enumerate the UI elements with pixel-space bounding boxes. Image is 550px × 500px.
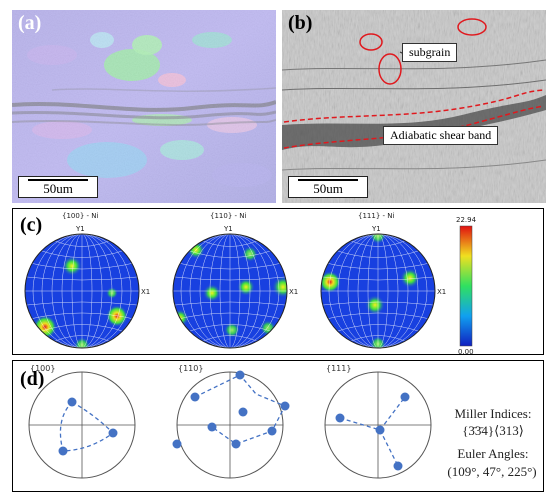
pole-figure-110 <box>172 233 288 349</box>
pole-point <box>58 446 68 456</box>
pole-point <box>235 370 245 380</box>
shear-band-annotation: Adiabatic shear band <box>383 126 499 145</box>
colorbar-min-label: 0.00 <box>458 348 474 356</box>
shear-band-outline-top <box>283 89 545 123</box>
miller-indices-label: Miller Indices: <box>454 406 532 421</box>
schematic-panel <box>12 360 544 492</box>
miller-indices-value: {3̄3̄4}⟨313⟩ <box>462 423 524 438</box>
panel-b-scale-bar: 50um <box>288 176 368 198</box>
y-axis-label-1: Y1 <box>76 225 85 233</box>
schematic-title-2: {110} <box>178 364 204 373</box>
y-axis-label-3: Y1 <box>372 225 381 233</box>
pole-figure-100 <box>24 233 140 349</box>
pole-point <box>238 407 248 417</box>
pole-figure-title-3: {111} - Ni <box>358 212 395 220</box>
sem-graphic <box>282 10 546 203</box>
pole-figure-title-1: {100} - Ni <box>62 212 99 220</box>
pole-point <box>375 425 385 435</box>
pole-figure-title-2: {110} - Ni <box>210 212 247 220</box>
panel-b-scale-text: 50um <box>313 181 343 196</box>
schematic-title-1: {100} <box>30 364 56 373</box>
x-axis-label-2: X1 <box>289 288 299 296</box>
pole-point <box>67 397 77 407</box>
pole-point <box>231 439 241 449</box>
pole-point <box>190 392 200 402</box>
ebsd-map-graphic <box>12 10 276 203</box>
euler-angles-value: (109°, 47°, 225°) <box>447 464 537 479</box>
y-axis-label-2: Y1 <box>224 225 233 233</box>
subgrain-circle-3 <box>457 18 487 36</box>
panel-b-label: (b) <box>288 12 313 34</box>
panel-c-label: (c) <box>20 214 43 236</box>
subgrain-annotation: subgrain <box>402 43 458 62</box>
panel-a-scale-text: 50um <box>43 181 73 196</box>
pole-point <box>172 439 182 449</box>
pole-point <box>207 422 217 432</box>
intensity-colorbar <box>459 225 473 347</box>
colorbar-max-label: 22.94 <box>456 216 477 224</box>
pole-point <box>280 401 290 411</box>
pole-figure-panel <box>12 208 544 355</box>
pole-point <box>393 461 403 471</box>
subgrain-circle-1 <box>359 33 383 51</box>
scale-bar-line <box>28 179 88 181</box>
pole-point <box>108 428 118 438</box>
schematic-plot-111 <box>324 371 432 479</box>
panel-d-label: (d) <box>20 368 45 390</box>
euler-angles-label: Euler Angles: <box>457 446 529 461</box>
schematic-plot-110 <box>172 370 290 479</box>
x-axis-label-1: X1 <box>141 288 151 296</box>
scale-bar-line <box>298 179 358 181</box>
panel-a-scale-bar: 50um <box>18 176 98 198</box>
subgrain-circle-2 <box>378 53 402 85</box>
x-axis-label-3: X1 <box>437 288 447 296</box>
pole-point <box>267 426 277 436</box>
sem-micrograph <box>282 10 546 203</box>
pole-point <box>335 413 345 423</box>
schematic-title-3: {111} <box>326 364 352 373</box>
pole-point <box>400 392 410 402</box>
ebsd-orientation-map <box>12 10 276 203</box>
panel-a-label: (a) <box>18 12 42 34</box>
pole-figure-111 <box>320 233 436 349</box>
schematic-plot-100 <box>28 371 136 479</box>
